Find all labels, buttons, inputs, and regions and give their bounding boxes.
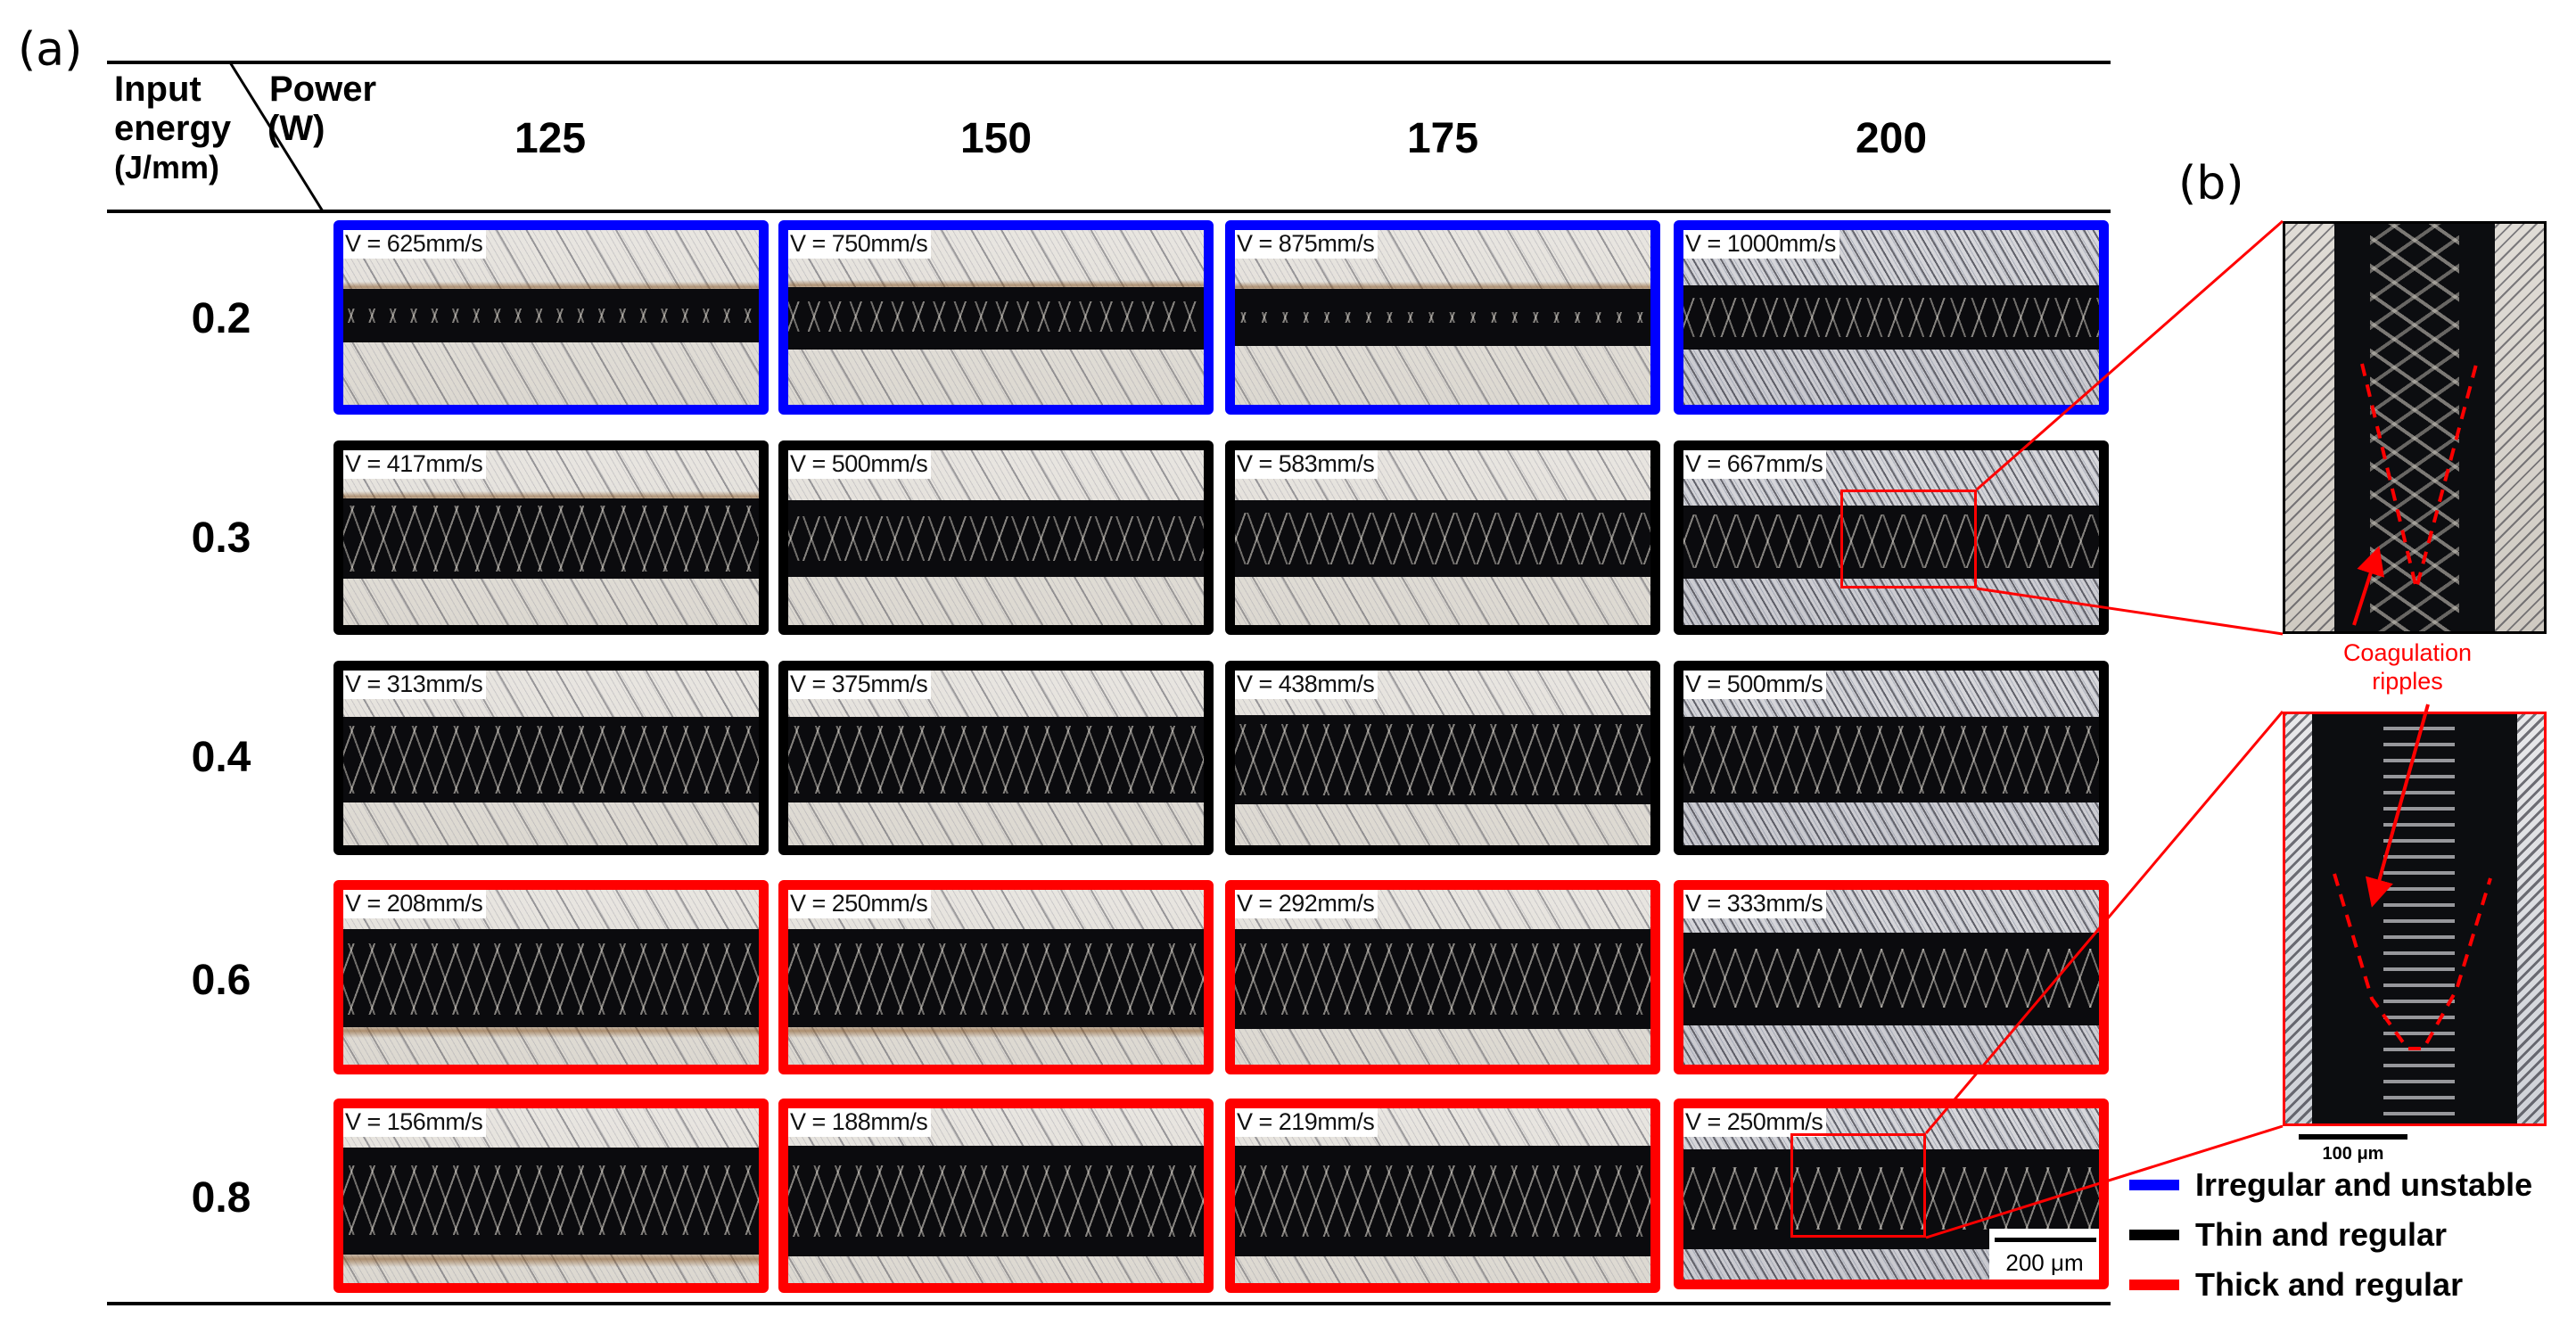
velocity-label: V = 625mm/s	[343, 230, 487, 259]
micrograph-cell: V = 188mm/s	[778, 1099, 1214, 1293]
velocity-label: V = 219mm/s	[1235, 1108, 1379, 1137]
legend-label: Thick and regular	[2195, 1266, 2464, 1303]
zoom-region-box-top	[1840, 490, 1977, 588]
table-bottom-rule	[107, 1302, 2111, 1305]
micrograph-cell: V = 500mm/s	[778, 440, 1214, 635]
velocity-label: V = 875mm/s	[1235, 230, 1379, 259]
energy-0-3: 0.3	[191, 514, 251, 562]
energy-0-8: 0.8	[191, 1174, 251, 1222]
annotation-line-2: ripples	[2372, 668, 2443, 695]
inset-top-micrograph	[2283, 221, 2547, 634]
micrograph-cell: V = 219mm/s	[1225, 1099, 1660, 1293]
col-header-line-1: Power	[269, 70, 377, 109]
velocity-label: V = 250mm/s	[788, 890, 932, 918]
power-175: 175	[1406, 115, 1479, 162]
velocity-label: V = 188mm/s	[788, 1108, 932, 1137]
velocity-label: V = 667mm/s	[1683, 450, 1827, 479]
velocity-label: V = 417mm/s	[343, 450, 487, 479]
power-150: 150	[959, 115, 1033, 162]
velocity-label: V = 375mm/s	[788, 671, 932, 699]
row-header-line-2: energy	[114, 109, 232, 148]
micrograph-cell: V = 438mm/s	[1225, 661, 1660, 855]
micrograph-cell: V = 500mm/s	[1674, 661, 2109, 855]
power-200: 200	[1855, 115, 1928, 162]
micrograph-cell: V = 250mm/s	[778, 880, 1214, 1074]
velocity-label: V = 438mm/s	[1235, 671, 1379, 699]
row-header-label: Input energy (J/mm)	[114, 70, 231, 187]
micrograph-cell: V = 417mm/s	[333, 440, 769, 635]
table-top-rule	[107, 61, 2111, 64]
micrograph-cell: V = 313mm/s	[333, 661, 769, 855]
col-header-line-2: (W)	[267, 109, 325, 148]
velocity-label: V = 250mm/s	[1683, 1108, 1827, 1137]
micrograph-cell: V = 375mm/s	[778, 661, 1214, 855]
velocity-label: V = 156mm/s	[343, 1108, 487, 1137]
velocity-label: V = 208mm/s	[343, 890, 487, 918]
scale-bar-100um-label: 100 μm	[2322, 1144, 2384, 1164]
velocity-label: V = 750mm/s	[788, 230, 932, 259]
legend-label: Thin and regular	[2195, 1216, 2448, 1253]
row-header-line-1: Input	[114, 70, 202, 109]
table-header-rule	[107, 210, 2111, 213]
micrograph-cell: V = 750mm/s	[778, 220, 1214, 415]
row-header-line-3: (J/mm)	[114, 149, 220, 185]
energy-0-6: 0.6	[191, 957, 251, 1004]
micrograph-cell: V = 333mm/s	[1674, 880, 2109, 1074]
power-125: 125	[514, 115, 587, 162]
velocity-label: V = 333mm/s	[1683, 890, 1827, 918]
micrograph-cell: V = 208mm/s	[333, 880, 769, 1074]
micrograph-cell: V = 625mm/s	[333, 220, 769, 415]
micrograph-cell: V = 1000mm/s	[1674, 220, 2109, 415]
micrograph-cell: V = 292mm/s	[1225, 880, 1660, 1074]
micrograph-cell: V = 583mm/s	[1225, 440, 1660, 635]
velocity-label: V = 1000mm/s	[1683, 230, 1839, 259]
scale-bar-200um: 200 μm	[1989, 1229, 2099, 1280]
energy-0-2: 0.2	[191, 295, 251, 342]
velocity-label: V = 500mm/s	[788, 450, 932, 479]
legend-swatch-black	[2129, 1230, 2179, 1240]
zoom-region-box-bottom	[1790, 1133, 1926, 1238]
energy-0-4: 0.4	[191, 734, 251, 781]
col-header-label: Power (W)	[267, 70, 377, 148]
panel-a-label: (a)	[18, 23, 83, 77]
inset-bottom-micrograph	[2283, 712, 2547, 1126]
velocity-label: V = 313mm/s	[343, 671, 487, 699]
coagulation-ripples-annotation: Coagulation ripples	[2300, 638, 2514, 695]
panel-b-label: (b)	[2178, 157, 2244, 210]
legend-swatch-red	[2129, 1280, 2179, 1290]
micrograph-cell: V = 875mm/s	[1225, 220, 1660, 415]
annotation-line-1: Coagulation	[2342, 639, 2473, 666]
legend-label: Irregular and unstable	[2195, 1166, 2533, 1203]
scale-bar-200um-label: 200 μm	[2005, 1249, 2084, 1276]
velocity-label: V = 292mm/s	[1235, 890, 1379, 918]
legend-swatch-blue	[2129, 1180, 2179, 1190]
micrograph-cell: V = 667mm/s	[1674, 440, 2109, 635]
velocity-label: V = 583mm/s	[1235, 450, 1379, 479]
micrograph-cell: V = 156mm/s	[333, 1099, 769, 1293]
scale-bar-100um: 100 μm	[2299, 1134, 2407, 1165]
velocity-label: V = 500mm/s	[1683, 671, 1827, 699]
